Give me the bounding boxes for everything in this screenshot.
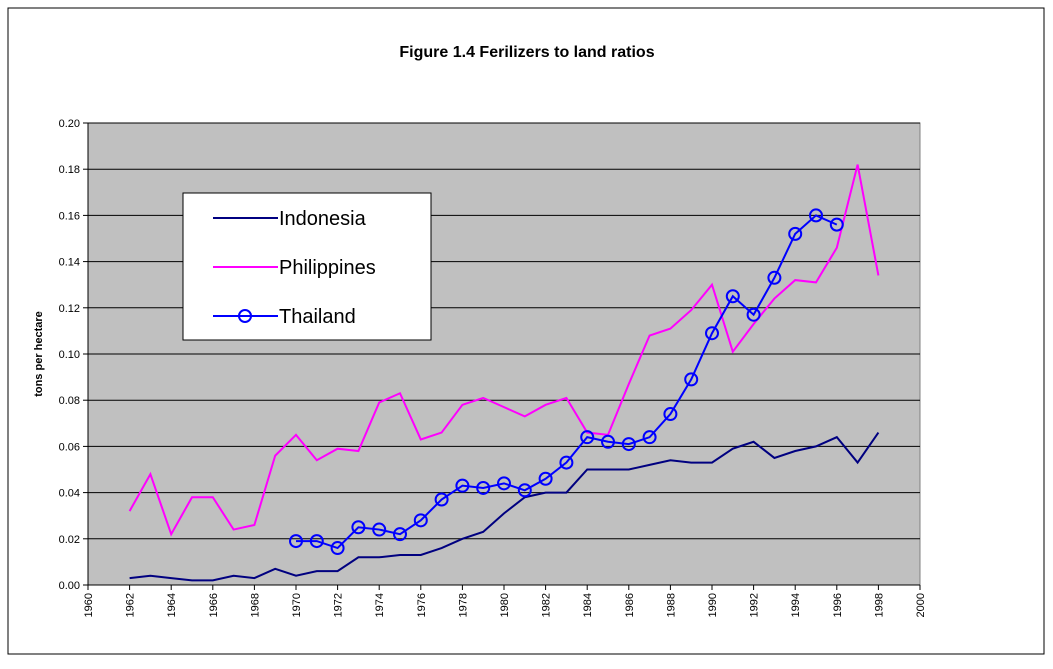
data-point [289, 534, 303, 549]
series-line [296, 214, 838, 550]
data-point [767, 270, 782, 285]
y-tick-label: 0.00 [59, 580, 80, 592]
x-tick-label: 1964 [166, 593, 178, 617]
chart-title: Figure 1.4 Ferilizers to land ratios [399, 44, 654, 61]
legend-label: Thailand [279, 306, 356, 328]
data-point [330, 541, 345, 556]
data-point [809, 208, 823, 223]
data-point [351, 520, 366, 535]
data-point [746, 307, 761, 322]
series-line [129, 431, 880, 582]
data-point [829, 217, 844, 232]
x-tick-label: 1962 [125, 593, 137, 617]
x-tick-label: 1976 [416, 593, 428, 617]
data-point [455, 478, 470, 493]
series-line [128, 164, 880, 537]
data-point [559, 455, 574, 470]
x-tick-label: 1968 [249, 593, 261, 617]
x-tick-label: 1990 [707, 593, 719, 617]
data-point [580, 430, 595, 445]
data-point [642, 430, 657, 445]
x-tick-label: 1974 [374, 593, 386, 617]
y-tick-label: 0.06 [59, 441, 80, 453]
x-tick-label: 1994 [790, 593, 802, 617]
data-point [517, 483, 532, 498]
x-tick-label: 1980 [499, 593, 511, 617]
y-tick-label: 0.12 [59, 303, 80, 315]
data-point [621, 437, 636, 452]
x-tick-label: 1966 [208, 593, 220, 617]
y-tick-label: 0.16 [59, 210, 80, 222]
x-tick-label: 1988 [665, 593, 677, 617]
data-point [372, 522, 387, 537]
data-point [413, 513, 428, 528]
data-point [538, 471, 553, 486]
data-point [684, 372, 699, 387]
x-tick-label: 1982 [541, 593, 553, 617]
legend-label: Indonesia [279, 208, 367, 230]
x-tick-label: 1978 [457, 593, 469, 617]
x-tick-label: 1998 [873, 593, 885, 617]
x-tick-label: 2000 [915, 593, 927, 617]
x-tick-label: 1986 [624, 593, 636, 617]
y-axis-label: tons per hectare [33, 311, 45, 397]
y-tick-label: 0.10 [59, 349, 80, 361]
y-tick-label: 0.04 [59, 488, 80, 500]
x-tick-label: 1992 [749, 593, 761, 617]
data-point [309, 534, 324, 549]
y-tick-label: 0.18 [59, 164, 80, 176]
y-tick-label: 0.14 [59, 257, 80, 269]
y-tick-label: 0.08 [59, 395, 80, 407]
data-point [725, 289, 740, 304]
x-tick-label: 1984 [582, 593, 594, 617]
data-point [497, 476, 511, 491]
legend-marker [238, 309, 252, 323]
data-point [476, 480, 491, 495]
y-tick-label: 0.20 [59, 118, 80, 130]
data-point [434, 492, 449, 507]
data-point [788, 226, 803, 241]
y-tick-label: 0.02 [59, 534, 80, 546]
data-point [663, 407, 678, 422]
x-tick-label: 1996 [832, 593, 844, 617]
data-point [393, 527, 407, 542]
data-point [601, 434, 615, 449]
x-tick-label: 1960 [83, 593, 95, 617]
legend-label: Philippines [279, 257, 376, 279]
x-tick-label: 1970 [291, 593, 303, 617]
x-tick-label: 1972 [333, 593, 345, 617]
data-point [705, 326, 719, 341]
